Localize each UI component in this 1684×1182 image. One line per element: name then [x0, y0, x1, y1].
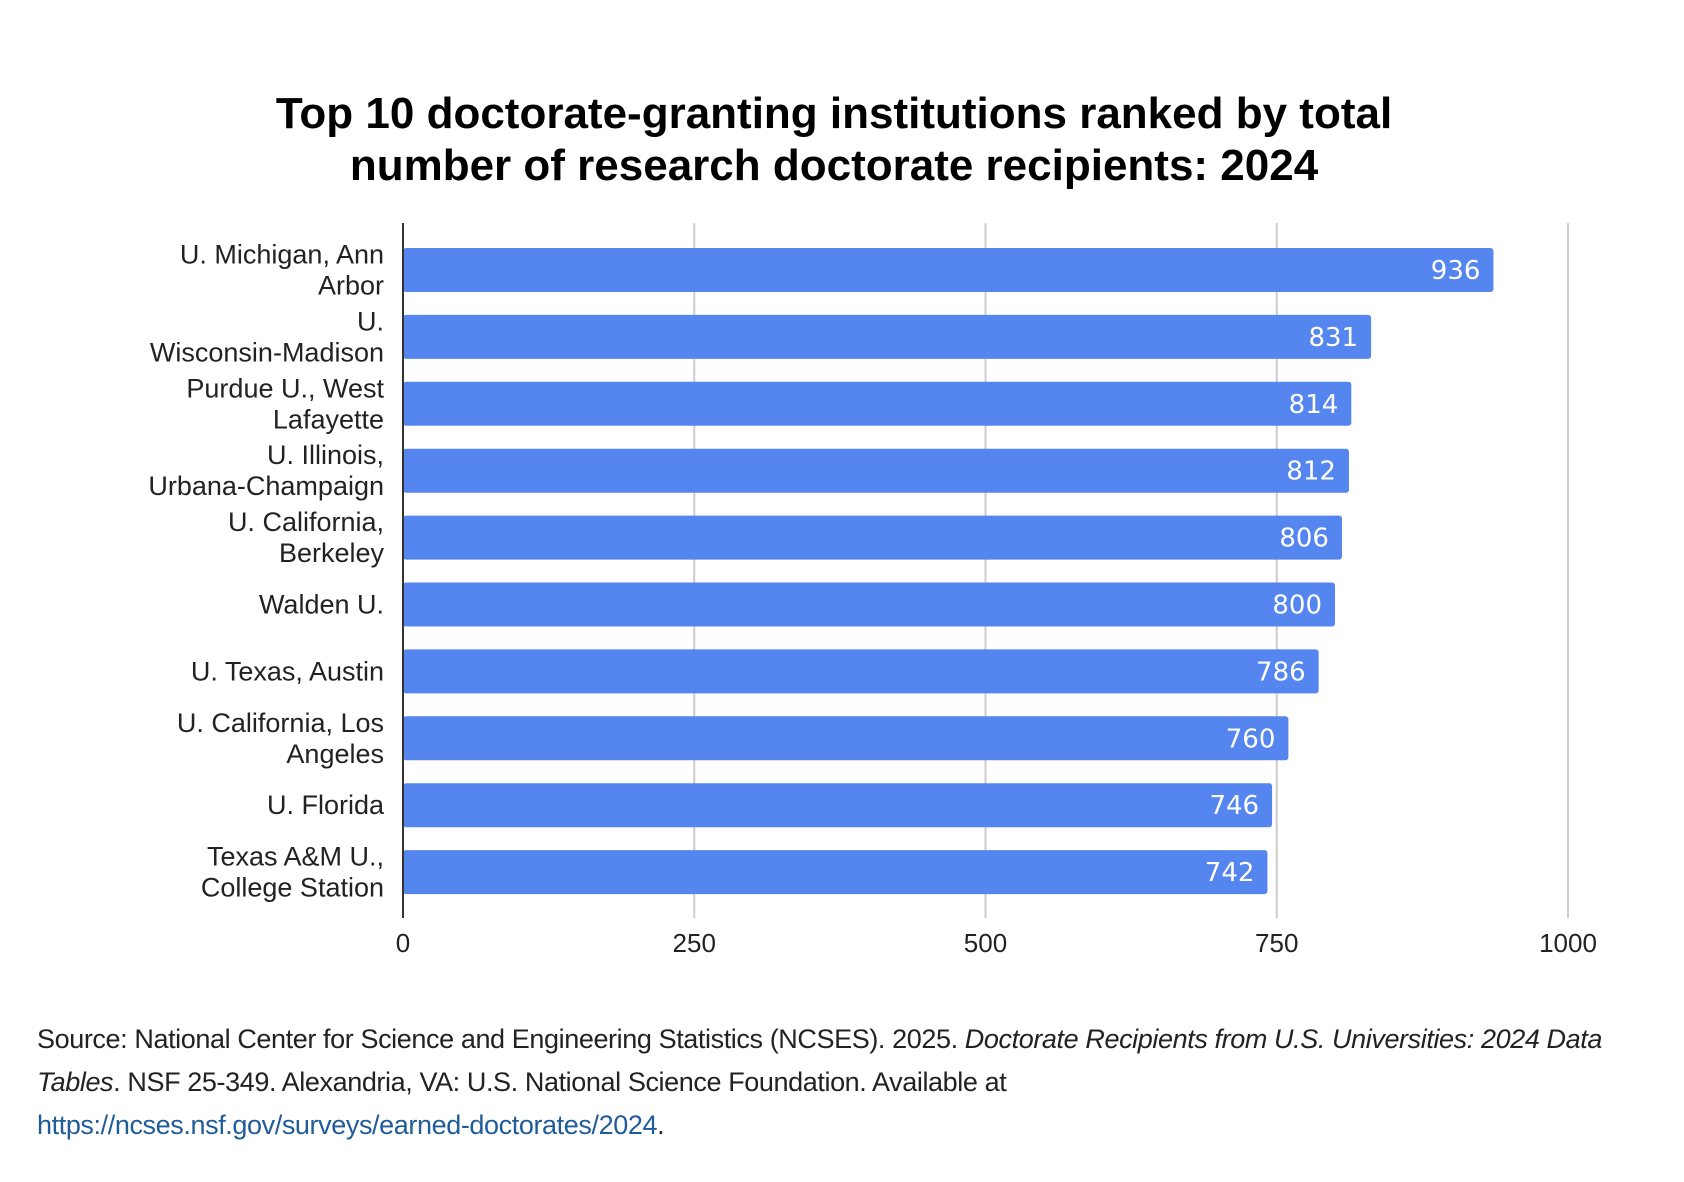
category-label: Texas A&M U., College Station: [201, 842, 384, 903]
category-label: U. California, Berkeley: [228, 507, 385, 568]
bar: [403, 448, 1349, 493]
source-title: Doctorate Recipients from U.S. Universit…: [37, 1024, 1602, 1097]
x-tick-label: 250: [673, 928, 716, 958]
x-tick-label: 500: [964, 928, 1007, 958]
data-label: 936: [1431, 256, 1481, 286]
chart-title-line: Top 10 doctorate-granting institutions r…: [276, 89, 1392, 138]
bar: [403, 783, 1273, 828]
data-label: 760: [1226, 724, 1276, 754]
x-tick-label: 0: [396, 928, 410, 958]
category-label: U. Michigan, Ann Arbor: [180, 240, 384, 301]
chart-title: Top 10 doctorate-granting institutions r…: [276, 89, 1392, 190]
data-label: 800: [1272, 591, 1322, 621]
bars: 936 831 814 812 806 800 786 760 746 742: [403, 248, 1494, 895]
source-end: .: [657, 1110, 665, 1140]
x-tick-label: 1000: [1539, 928, 1597, 958]
bar: [403, 649, 1319, 694]
bar: [403, 716, 1289, 761]
category-label: Purdue U., West Lafayette: [186, 373, 384, 434]
category-label: U. Texas, Austin: [191, 656, 384, 686]
category-label: Walden U.: [259, 590, 384, 620]
data-label: 814: [1289, 390, 1339, 420]
x-axis-ticks: 0 250 500 750 1000: [396, 928, 1597, 958]
bar: [403, 582, 1335, 627]
data-label: 742: [1205, 858, 1255, 888]
source-note: Source: National Center for Science and …: [37, 1018, 1637, 1147]
bar: [403, 381, 1352, 426]
category-label: U. California, Los Angeles: [177, 708, 384, 769]
bar: [403, 314, 1372, 359]
data-label: 812: [1286, 457, 1336, 487]
data-label: 746: [1209, 791, 1259, 821]
category-label: U. Illinois, Urbana-Champaign: [148, 440, 384, 501]
data-label: 831: [1308, 323, 1358, 353]
category-label: U. Wisconsin-Madison: [150, 306, 384, 367]
bar: [403, 248, 1494, 292]
data-label: 786: [1256, 657, 1306, 687]
bar-chart: Top 10 doctorate-granting institutions r…: [148, 89, 1597, 958]
source-link[interactable]: https://ncses.nsf.gov/surveys/earned-doc…: [37, 1110, 658, 1140]
source-prefix: Source: National Center for Science and …: [37, 1024, 965, 1054]
bar: [403, 850, 1268, 895]
source-suffix: . NSF 25-349. Alexandria, VA: U.S. Natio…: [113, 1067, 1007, 1097]
chart-title-line: number of research doctorate recipients:…: [350, 141, 1319, 190]
category-label: U. Florida: [267, 790, 385, 820]
x-tick-label: 750: [1255, 928, 1298, 958]
bar: [403, 515, 1342, 560]
data-label: 806: [1279, 524, 1329, 554]
